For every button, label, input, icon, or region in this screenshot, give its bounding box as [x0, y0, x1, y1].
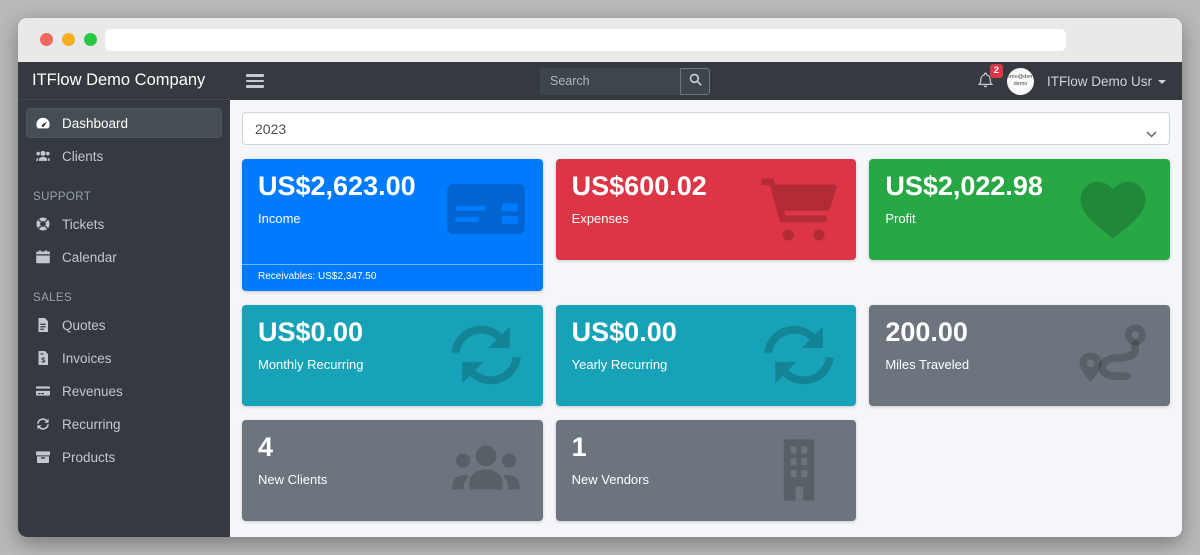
stat-footer: Receivables: US$2,347.50: [242, 264, 543, 291]
search-button[interactable]: [680, 67, 710, 95]
minimize-button[interactable]: [62, 33, 75, 46]
user-menu[interactable]: ITFlow Demo Usr: [1047, 74, 1166, 89]
traffic-lights: [40, 33, 97, 46]
stat-label: Miles Traveled: [885, 357, 970, 373]
stat-cards-grid: US$2,623.00 Income Receivables: US$2,347…: [242, 159, 1170, 521]
browser-chrome: [18, 18, 1182, 62]
sidebar-item-label: Calendar: [62, 249, 117, 265]
file-quote-icon: [34, 317, 52, 333]
stat-value: US$600.02: [571, 171, 707, 201]
notification-badge: 2: [989, 63, 1003, 78]
stat-card-new-clients[interactable]: 4 New Clients: [242, 420, 543, 521]
sidebar-item-calendar[interactable]: Calendar: [26, 242, 222, 272]
year-select[interactable]: 2023: [242, 112, 1170, 145]
stat-card-expenses[interactable]: US$600.02 Expenses: [555, 159, 857, 260]
sidebar-item-label: Recurring: [62, 416, 121, 432]
stat-card-monthly-recurring[interactable]: US$0.00 Monthly Recurring: [242, 305, 543, 406]
sidebar-item-label: Products: [62, 449, 116, 465]
sidebar-nav: Dashboard Clients SUPPORT Tickets: [18, 100, 230, 483]
stat-card-new-vendors[interactable]: 1 New Vendors: [555, 420, 857, 521]
tachometer-icon: [34, 115, 52, 131]
close-button[interactable]: [40, 33, 53, 46]
brand-title: ITFlow Demo Company: [18, 62, 230, 100]
users-icon: [445, 437, 527, 503]
avatar-text: demo@demo: [1006, 73, 1034, 80]
stat-card-income[interactable]: US$2,623.00 Income Receivables: US$2,347…: [242, 159, 543, 291]
sidebar-item-products[interactable]: Products: [26, 442, 222, 472]
stat-value: US$2,623.00: [258, 171, 416, 201]
sync-icon: [445, 322, 527, 388]
stat-card-profit[interactable]: US$2,022.98 Profit: [869, 159, 1170, 260]
box-icon: [34, 449, 52, 465]
sidebar-item-label: Invoices: [62, 350, 112, 366]
sidebar-item-label: Quotes: [62, 317, 106, 333]
life-ring-icon: [34, 216, 52, 232]
sidebar-item-invoices[interactable]: $ Invoices: [26, 343, 222, 373]
stat-value: 4: [258, 432, 274, 462]
stat-card-yearly-recurring[interactable]: US$0.00 Yearly Recurring: [555, 305, 857, 406]
chevron-down-icon: [1158, 80, 1166, 84]
search-input[interactable]: [540, 67, 680, 95]
building-icon: [758, 437, 840, 503]
sidebar-item-label: Revenues: [62, 383, 123, 399]
sidebar-item-label: Dashboard: [62, 115, 129, 131]
top-navbar: 2 demo@demo demo ITFlow Demo Usr: [230, 62, 1182, 100]
route-icon: [1072, 322, 1154, 388]
stat-value: US$0.00: [571, 317, 677, 347]
stat-label: Expenses: [571, 211, 629, 227]
stat-label: Monthly Recurring: [258, 357, 364, 373]
sidebar-item-dashboard[interactable]: Dashboard: [26, 108, 222, 138]
bell-icon: [977, 71, 994, 93]
users-icon: [34, 148, 52, 164]
sidebar-item-quotes[interactable]: Quotes: [26, 310, 222, 340]
file-invoice-icon: $: [34, 350, 52, 366]
shopping-cart-icon: [758, 176, 840, 242]
sync-icon: [34, 416, 52, 432]
svg-text:$: $: [41, 356, 46, 365]
stat-label: Profit: [885, 211, 916, 227]
stat-label: Income: [258, 211, 301, 227]
browser-window: ITFlow Demo Company Dashboard Clients SU…: [18, 18, 1182, 537]
stat-value: 200.00: [885, 317, 968, 347]
credit-card-icon: [34, 383, 52, 399]
sidebar-toggle-button[interactable]: [246, 74, 264, 88]
avatar-text: demo: [1013, 81, 1028, 87]
stat-label: New Clients: [258, 472, 328, 488]
avatar[interactable]: demo@demo demo: [1006, 67, 1034, 95]
stat-value: 1: [571, 432, 587, 462]
user-name: ITFlow Demo Usr: [1046, 73, 1152, 89]
dashboard-content: 2023 US$2,623.00 Income Receivables: [230, 100, 1182, 537]
sidebar-section-sales: SALES: [33, 292, 73, 304]
stat-value: US$2,022.98: [885, 171, 1043, 201]
maximize-button[interactable]: [84, 33, 97, 46]
stat-card-miles-traveled[interactable]: 200.00 Miles Traveled: [869, 305, 1170, 406]
sidebar-item-label: Clients: [62, 148, 104, 164]
stat-value: US$0.00: [258, 317, 364, 347]
sidebar-item-recurring[interactable]: Recurring: [26, 409, 222, 439]
sidebar-item-clients[interactable]: Clients: [26, 141, 222, 171]
stat-label: New Vendors: [571, 472, 649, 488]
search-group: [540, 67, 710, 95]
stat-label: Yearly Recurring: [571, 357, 668, 373]
credit-card-icon: [445, 176, 527, 242]
calendar-icon: [34, 249, 52, 265]
sidebar-item-tickets[interactable]: Tickets: [26, 209, 222, 239]
sidebar-item-revenues[interactable]: Revenues: [26, 376, 222, 406]
search-icon: [689, 73, 702, 89]
heart-icon: [1072, 176, 1154, 242]
url-bar[interactable]: [105, 29, 1066, 51]
sync-icon: [758, 322, 840, 388]
sidebar-section-support: SUPPORT: [33, 191, 92, 203]
sidebar-item-label: Tickets: [62, 216, 105, 232]
sidebar: ITFlow Demo Company Dashboard Clients SU…: [18, 62, 230, 537]
notifications-button[interactable]: 2: [977, 63, 1003, 94]
